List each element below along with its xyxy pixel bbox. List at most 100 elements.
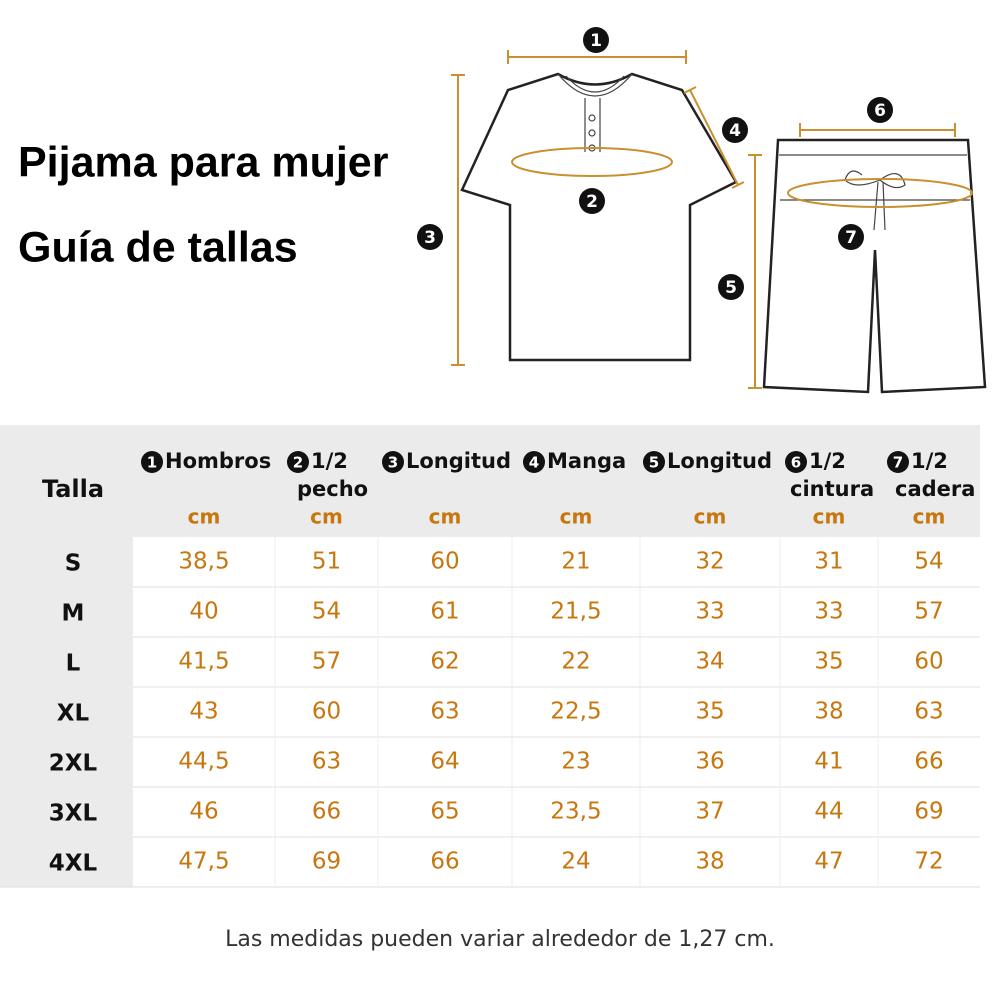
number-label: 4 [529, 454, 539, 472]
cell-value: 24 [561, 849, 590, 875]
number-badge [867, 97, 893, 123]
unit-label: cm [694, 505, 727, 529]
cell-value: 47 [814, 849, 843, 875]
column-header: cintura [790, 477, 874, 501]
measure-line [799, 123, 956, 137]
shorts [762, 138, 987, 394]
number-label: 3 [388, 454, 398, 472]
cell-value: 64 [430, 749, 459, 775]
cell-value: 38 [695, 849, 724, 875]
cell-value: 22,5 [550, 699, 601, 725]
cell-value: 66 [430, 849, 459, 875]
measure-ellipse [511, 147, 673, 177]
cell-value: 66 [914, 749, 943, 775]
cell-value: 43 [189, 699, 218, 725]
cell-value: 21 [561, 549, 590, 575]
number-badge [887, 451, 909, 473]
number-badge [523, 451, 545, 473]
title-line: Pijama para mujer [18, 138, 389, 186]
number-label: 1 [147, 454, 157, 472]
cell-value: 35 [814, 649, 843, 675]
button [588, 114, 596, 122]
number-badge [722, 117, 748, 143]
number-badge [583, 27, 609, 53]
measure-ellipse [787, 178, 973, 208]
cell-value: 44 [814, 799, 843, 825]
button [588, 129, 596, 137]
cell-value: 57 [914, 599, 943, 625]
unit-label: cm [429, 505, 462, 529]
corner-label: Talla [42, 475, 104, 503]
unit-label: cm [913, 505, 946, 529]
cell-value: 63 [914, 699, 943, 725]
column-header: pecho [297, 477, 368, 501]
size-label: XL [57, 701, 90, 727]
number-badge [141, 451, 163, 473]
measure-line [451, 74, 465, 366]
cell-value: 31 [814, 549, 843, 575]
column-header: 1/2 [809, 449, 846, 473]
number-badge [643, 451, 665, 473]
footer-note: Las medidas pueden variar alrededor de 1… [225, 927, 775, 952]
measure-line [683, 86, 745, 189]
cell-value: 69 [914, 799, 943, 825]
cell-value: 41,5 [178, 649, 229, 675]
cell-value: 32 [695, 549, 724, 575]
column-header: 1/2 [311, 449, 348, 473]
number-label: 2 [586, 192, 598, 212]
cell-value: 51 [312, 549, 341, 575]
column-header: Longitud [406, 449, 511, 473]
cell-value: 33 [814, 599, 843, 625]
measure-line [748, 154, 762, 389]
cell-value: 65 [430, 799, 459, 825]
cell-value: 54 [914, 549, 943, 575]
unit-label: cm [560, 505, 593, 529]
cell-value: 38,5 [178, 549, 229, 575]
number-label: 6 [791, 454, 801, 472]
cell-value: 60 [914, 649, 943, 675]
number-badge [382, 451, 404, 473]
number-label: 6 [874, 101, 886, 121]
cell-value: 35 [695, 699, 724, 725]
column-header: cadera [895, 477, 975, 501]
size-column-bg [0, 425, 133, 887]
number-label: 2 [293, 454, 303, 472]
size-label: 4XL [49, 851, 98, 877]
unit-label: cm [188, 505, 221, 529]
cell-value: 63 [312, 749, 341, 775]
size-label: L [66, 651, 81, 677]
number-badge [287, 451, 309, 473]
cell-value: 61 [430, 599, 459, 625]
size-label: M [62, 601, 85, 627]
cell-value: 41 [814, 749, 843, 775]
cell-value: 62 [430, 649, 459, 675]
cell-value: 66 [312, 799, 341, 825]
number-badge [785, 451, 807, 473]
size-label: 2XL [49, 751, 98, 777]
cell-value: 60 [430, 549, 459, 575]
column-header: Manga [547, 449, 626, 473]
size-label: 3XL [49, 801, 98, 827]
unit-label: cm [813, 505, 846, 529]
cell-value: 37 [695, 799, 724, 825]
cell-value: 40 [189, 599, 218, 625]
number-badge [838, 224, 864, 250]
number-label: 7 [893, 454, 903, 472]
number-label: 5 [649, 454, 659, 472]
number-badge [417, 224, 443, 250]
number-label: 7 [845, 228, 857, 248]
cell-value: 54 [312, 599, 341, 625]
number-label: 5 [725, 278, 737, 298]
number-label: 1 [590, 31, 602, 51]
cell-value: 44,5 [178, 749, 229, 775]
cell-value: 21,5 [550, 599, 601, 625]
cell-value: 69 [312, 849, 341, 875]
cell-value: 23 [561, 749, 590, 775]
cell-value: 22 [561, 649, 590, 675]
cell-value: 47,5 [178, 849, 229, 875]
cell-value: 63 [430, 699, 459, 725]
shirt-detail [557, 73, 633, 152]
shirt [460, 72, 738, 362]
number-badge [579, 188, 605, 214]
